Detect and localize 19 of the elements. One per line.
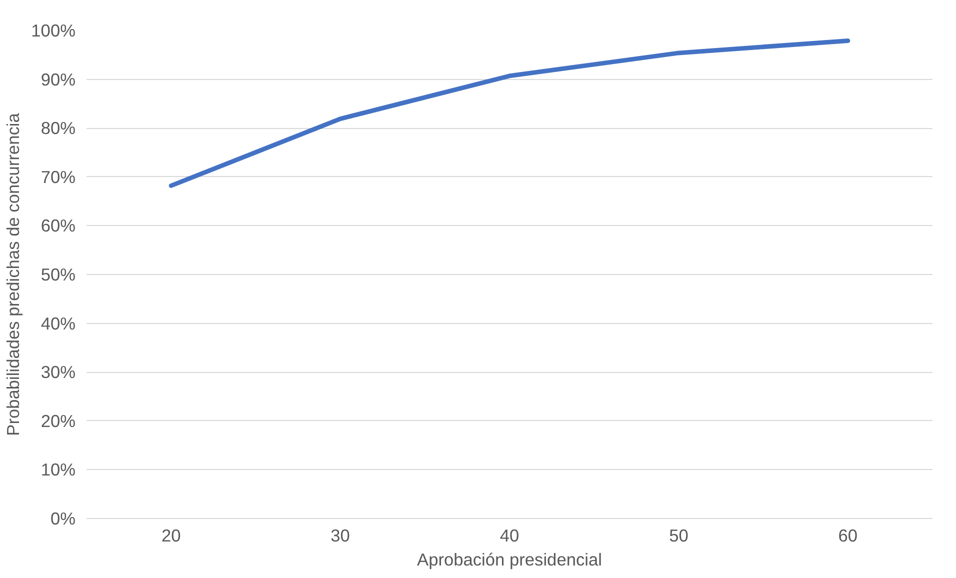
x-tick-label: 20 (161, 526, 181, 546)
y-axis-title: Probabilidades predichas de concurrencia (3, 112, 24, 436)
x-tick-label: 30 (330, 526, 350, 546)
line-series (168, 38, 850, 188)
y-tick-label: 100% (31, 20, 76, 40)
y-tick-label: 20% (40, 410, 76, 431)
x-tick-label: 60 (838, 526, 858, 546)
y-tick-label: 80% (40, 118, 76, 138)
y-tick-label: 70% (40, 166, 76, 187)
y-tick-label: 50% (40, 264, 76, 284)
x-axis-title: Aprobación presidencial (417, 550, 602, 570)
x-tick-label: 40 (500, 526, 520, 546)
y-tick-label: 90% (40, 69, 76, 90)
y-tick-label: 40% (40, 313, 76, 334)
y-tick-label: 60% (40, 216, 76, 236)
y-tick-label: 30% (40, 362, 76, 382)
y-tick-label: 0% (50, 508, 76, 528)
y-tick-label: 10% (40, 460, 76, 480)
x-tick-label: 50 (669, 526, 688, 546)
